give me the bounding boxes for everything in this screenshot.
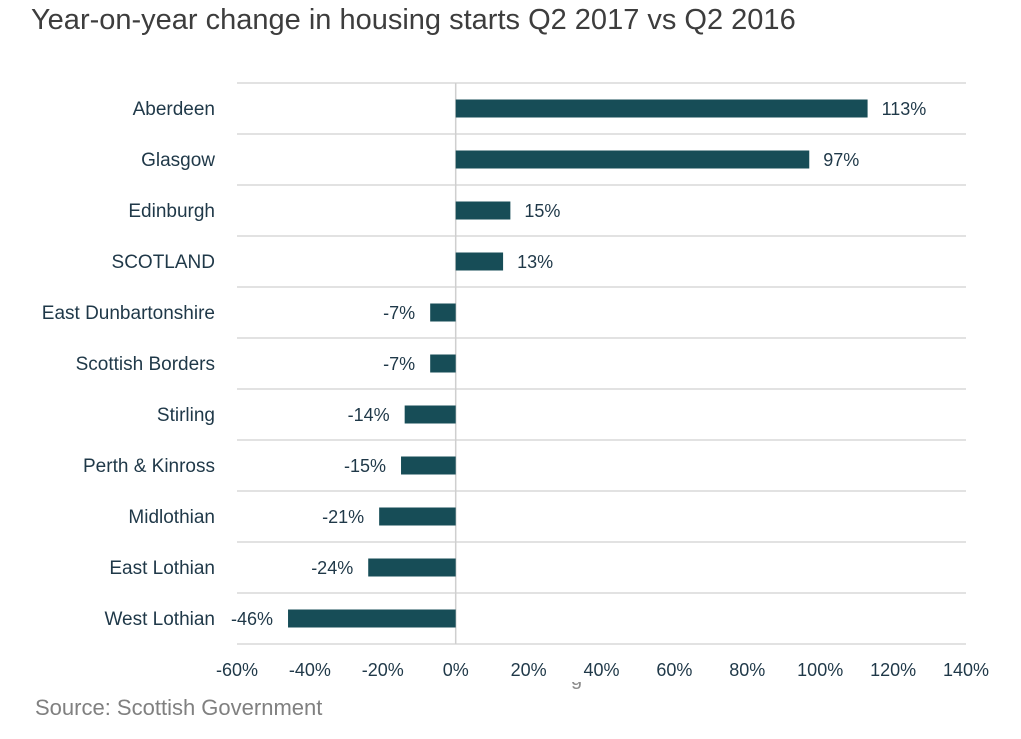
- category-label-west-lothian: West Lothian: [104, 609, 215, 630]
- bar-scottish-borders: [430, 354, 456, 373]
- data-label-scottish-borders: -7%: [383, 354, 415, 374]
- bar-east-dunbartonshire: [430, 303, 456, 322]
- bar-west-lothian: [288, 609, 456, 628]
- bar-aberdeen: [455, 99, 868, 118]
- data-label-west-lothian: -46%: [231, 609, 273, 629]
- chart-title: Year-on-year change in housing starts Q2…: [31, 4, 796, 36]
- category-label-perth-and-kinross: Perth & Kinross: [83, 456, 215, 477]
- category-label-midlothian: Midlothian: [128, 507, 215, 528]
- data-label-perth-and-kinross: -15%: [344, 456, 386, 476]
- data-label-edinburgh: 15%: [524, 201, 560, 221]
- x-tick-label-120: 120%: [870, 660, 916, 680]
- bar-glasgow: [455, 150, 810, 169]
- data-label-aberdeen: 113%: [882, 99, 927, 119]
- bar-perth-and-kinross: [401, 456, 456, 475]
- data-label-scotland: 13%: [517, 252, 553, 272]
- category-label-edinburgh: Edinburgh: [128, 201, 215, 222]
- x-tick-label-minus-40: -40%: [289, 660, 331, 680]
- data-label-midlothian: -21%: [322, 507, 364, 527]
- x-tick-label-140: 140%: [943, 660, 989, 680]
- category-label-east-dunbartonshire: East Dunbartonshire: [42, 303, 215, 324]
- x-tick-label-40: 40%: [583, 660, 619, 680]
- bar-stirling: [404, 405, 456, 424]
- x-tick-label-20: 20%: [511, 660, 547, 680]
- x-tick-label-0: 0%: [443, 660, 469, 680]
- category-label-aberdeen: Aberdeen: [133, 99, 215, 120]
- category-label-glasgow: Glasgow: [141, 150, 215, 171]
- category-label-stirling: Stirling: [157, 405, 215, 426]
- data-label-glasgow: 97%: [823, 150, 859, 170]
- bars: [288, 99, 868, 628]
- x-tick-label-100: 100%: [797, 660, 843, 680]
- partial-glyph-text: g: [571, 682, 583, 689]
- data-label-east-lothian: -24%: [311, 558, 353, 578]
- x-tick-label-minus-20: -20%: [362, 660, 404, 680]
- category-label-scottish-borders: Scottish Borders: [76, 354, 215, 375]
- bar-edinburgh: [455, 201, 511, 220]
- gridlines: [237, 82, 966, 645]
- partial-hidden-glyph: g: [571, 682, 583, 691]
- bar-east-lothian: [368, 558, 456, 577]
- bar-midlothian: [379, 507, 456, 526]
- x-tick-label-minus-60: -60%: [216, 660, 258, 680]
- x-axis-tick-labels: -60% -40% -20% 0% 20% 40% 60% 80% 100% 120% 140%: [216, 660, 989, 680]
- data-labels: 113% 97% 15% 13% -7% -7% -14% -15% -21% -24% -46%: [231, 99, 926, 629]
- x-tick-label-80: 80%: [729, 660, 765, 680]
- category-label-east-lothian: East Lothian: [109, 558, 215, 579]
- category-label-scotland: SCOTLAND: [112, 252, 215, 273]
- category-labels: Aberdeen Glasgow Edinburgh SCOTLAND East Dun…: [42, 99, 215, 630]
- data-label-east-dunbartonshire: -7%: [383, 303, 415, 323]
- bar-scotland: [455, 252, 504, 271]
- x-tick-label-60: 60%: [656, 660, 692, 680]
- data-label-stirling: -14%: [348, 405, 390, 425]
- source-note: Source: Scottish Government: [35, 695, 323, 720]
